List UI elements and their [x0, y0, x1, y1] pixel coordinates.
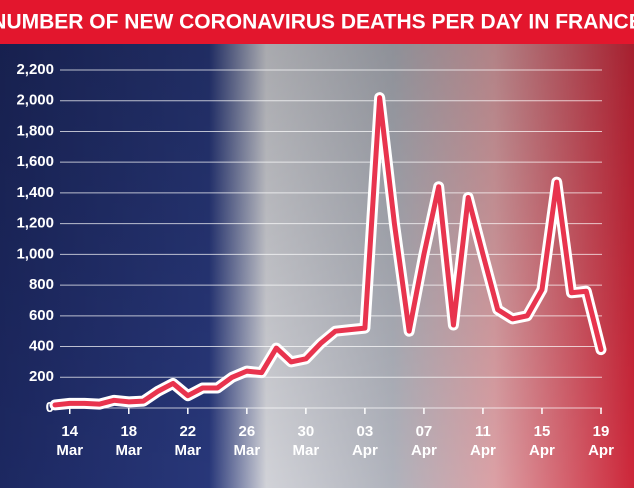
x-tick-label: 22 Mar	[174, 423, 201, 459]
y-tick-label: 0	[46, 399, 54, 416]
y-tick-label: 2,200	[16, 61, 54, 78]
y-tick-label: 800	[29, 276, 54, 293]
x-tick-label: 30 Mar	[293, 423, 320, 459]
chart-title: NUMBER OF NEW CORONAVIRUS DEATHS PER DAY…	[0, 11, 634, 34]
line	[52, 95, 604, 408]
x-tick-label: 18 Mar	[115, 423, 142, 459]
y-tick-label: 2,000	[16, 92, 54, 109]
y-tick-label: 1,600	[16, 153, 54, 170]
title-bar	[0, 0, 634, 44]
y-tick-label: 400	[29, 338, 54, 355]
y-tick-label: 600	[29, 307, 54, 324]
y-tick-label: 200	[29, 368, 54, 385]
x-tick-label: 11 Apr	[470, 423, 496, 459]
x-tick-label: 07 Apr	[411, 423, 437, 459]
x-tick-label: 03 Apr	[352, 423, 378, 459]
y-tick-label: 1,000	[16, 245, 54, 262]
x-tick-label: 26 Mar	[233, 423, 260, 459]
x-tick-label: 15 Apr	[529, 423, 555, 459]
x-tick-label: 19 Apr	[588, 423, 614, 459]
y-tick-label: 1,400	[16, 184, 54, 201]
y-tick-label: 1,800	[16, 122, 54, 139]
y-tick-label: 1,200	[16, 215, 54, 232]
x-tick-label: 14 Mar	[56, 423, 83, 459]
